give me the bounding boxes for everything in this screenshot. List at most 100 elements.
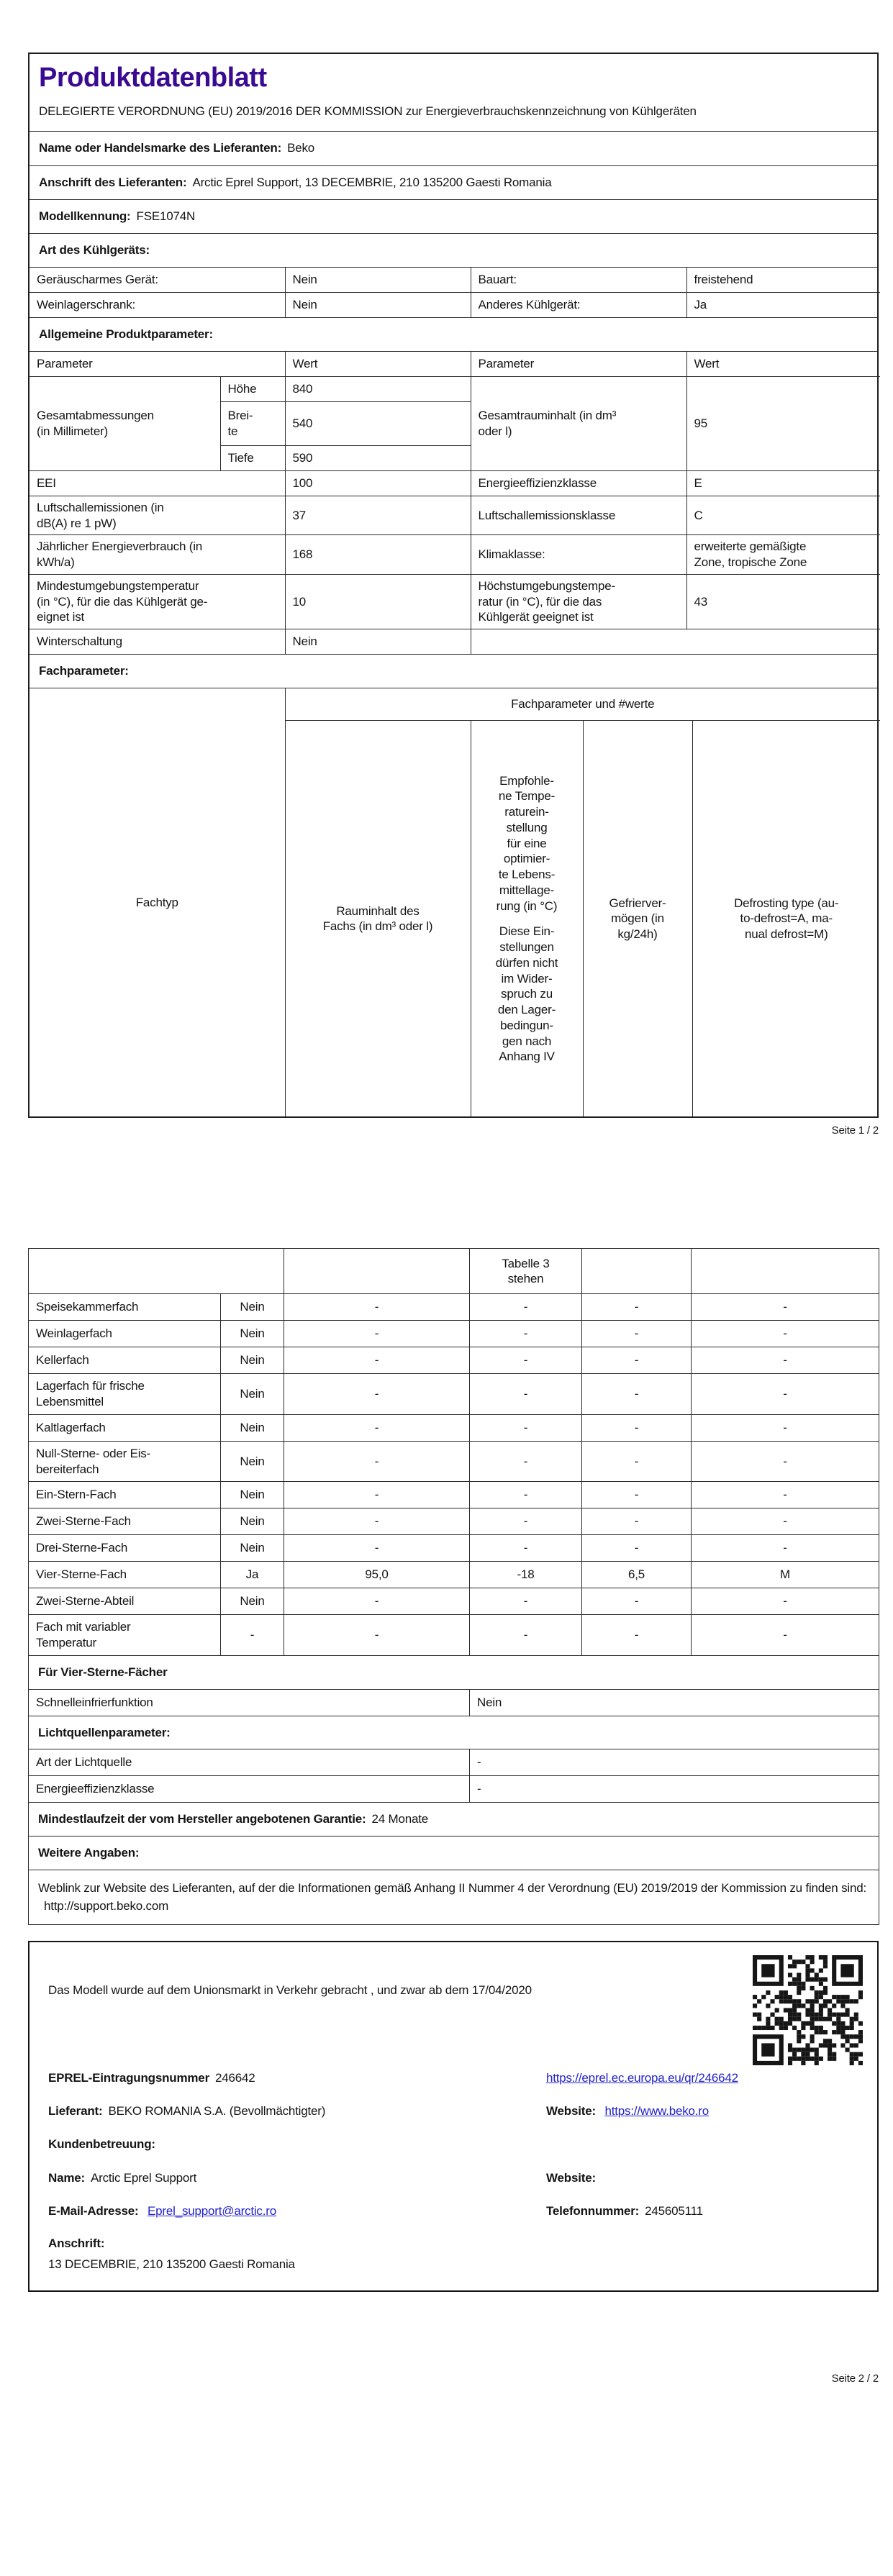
- max-temp-value: 43: [686, 573, 881, 630]
- compartment-row: Kaltlagerfach Nein - - - -: [28, 1414, 879, 1442]
- email-link[interactable]: Eprel_support@arctic.ro: [148, 2203, 276, 2218]
- compartment-temp-setting: -18: [469, 1561, 582, 1589]
- compartment-freeze-capacity: 6,5: [581, 1561, 692, 1589]
- annual-energy-value: 168: [284, 534, 471, 575]
- compartment-volume: 95,0: [284, 1561, 470, 1589]
- compartment-volume: -: [284, 1293, 470, 1321]
- website-row: Website: https://www.beko.ro: [546, 2103, 858, 2118]
- support-website-row: Website:: [546, 2170, 858, 2185]
- compartment-freeze-capacity: -: [581, 1347, 692, 1375]
- max-temp-label: Höchstumgebungstempe- ratur (in °C), für…: [470, 573, 687, 630]
- compartment-freeze-capacity: -: [581, 1534, 692, 1562]
- warranty-value: 24 Monate: [371, 1812, 429, 1826]
- registration-details: EPREL-Eintragungsnummer 246642 https://ep…: [48, 2070, 858, 2218]
- compartment-freeze-capacity: -: [581, 1588, 692, 1616]
- light-class-label: Energieeffizienzklasse: [28, 1775, 470, 1803]
- page-title: Produktdatenblatt: [39, 63, 267, 93]
- climate-class-label: Klimaklasse:: [470, 534, 687, 575]
- weblink-label: Weblink zur Website des Lieferanten, auf…: [38, 1880, 866, 1895]
- compartment-temp-setting: -: [469, 1508, 582, 1536]
- general-parameters-table: Parameter Wert Parameter Wert Gesamtabme…: [29, 351, 881, 655]
- param-col-header-2: Parameter: [470, 351, 687, 377]
- eprel-number-value: 246642: [214, 2070, 255, 2085]
- compartment-header-table-wrap: Fachtyp Fachparameter und #werte Rauminh…: [29, 688, 881, 1117]
- compartment-name: Weinlagerfach: [28, 1320, 221, 1348]
- compartment-section-header: Fachparameter:: [30, 654, 877, 688]
- compartment-volume: -: [284, 1347, 470, 1375]
- supplier-value: BEKO ROMANIA S.A. (Bevollmächtigter): [108, 2104, 326, 2118]
- type-section-header: Art des Kühlgeräts:: [30, 232, 877, 267]
- type-table: Geräuscharmes Gerät: Nein Bauart: freist…: [29, 267, 881, 318]
- compartment-present: Nein: [220, 1440, 284, 1483]
- other-fridge-value: Ja: [686, 291, 881, 318]
- compartment-defrost-type: -: [691, 1481, 879, 1509]
- compartment-freeze-capacity: -: [581, 1481, 692, 1509]
- market-placement-text: Das Modell wurde auf dem Unionsmarkt in …: [48, 1983, 532, 1997]
- eprel-number-label: EPREL-Eintragungsnummer: [48, 2070, 209, 2085]
- compartment-present: Nein: [220, 1414, 284, 1442]
- param-col-header-1: Parameter: [29, 351, 286, 377]
- compartment-temp-setting: -: [469, 1481, 582, 1509]
- more-info-section-header: Weitere Angaben:: [28, 1836, 879, 1870]
- model-value: FSE1074N: [136, 209, 196, 223]
- compartment-row: Null-Sterne- oder Eis- bereiterfach Nein…: [28, 1440, 879, 1483]
- fast-freeze-value: Nein: [469, 1688, 879, 1716]
- eei-value: 100: [284, 470, 471, 496]
- compartment-row: Zwei-Sterne-Fach Nein - - - -: [28, 1508, 879, 1536]
- registration-box: Das Modell wurde auf dem Unionsmarkt in …: [28, 1940, 879, 2292]
- compartment-volume: -: [284, 1373, 470, 1415]
- wine-value: Nein: [284, 291, 471, 318]
- compartment-row: Fach mit variabler Temperatur - - - - -: [28, 1614, 879, 1656]
- compartment-defrost-type: -: [691, 1440, 879, 1483]
- address-label: Anschrift:: [48, 2236, 105, 2251]
- energy-class-value: E: [686, 470, 881, 496]
- general-table-wrap: Parameter Wert Parameter Wert Gesamtabme…: [29, 350, 881, 655]
- supplier-address-row: Anschrift des Lieferanten: Arctic Eprel S…: [30, 165, 877, 199]
- compartment-defrost-type: -: [691, 1293, 879, 1321]
- compartment-present: Nein: [220, 1481, 284, 1509]
- compartment-name: Vier-Sterne-Fach: [28, 1561, 221, 1589]
- compartment-freeze-capacity: -: [581, 1508, 692, 1536]
- website-link[interactable]: https://www.beko.ro: [604, 2104, 710, 2118]
- quiet-value: Nein: [284, 267, 471, 293]
- height-value: 840: [284, 376, 471, 402]
- annual-energy-label: Jährlicher Energieverbrauch (in kWh/a): [29, 534, 286, 575]
- compartment-defrost-type: -: [691, 1588, 879, 1616]
- dimensions-label: Gesamtabmessungen (in Millimeter): [29, 376, 221, 471]
- support-name-label: Name:: [48, 2170, 85, 2185]
- eprel-link[interactable]: https://eprel.ec.europa.eu/qr/246642: [546, 2070, 738, 2085]
- email-label: E-Mail-Adresse:: [48, 2203, 139, 2218]
- min-temp-value: 10: [284, 573, 471, 630]
- page-2-footer: Seite 2 / 2: [831, 2372, 879, 2385]
- compartment-temp-setting: -: [469, 1614, 582, 1656]
- warranty-label: Mindestlaufzeit der vom Hersteller angeb…: [38, 1812, 366, 1826]
- compartment-defrost-type: -: [691, 1347, 879, 1375]
- compartment-volume: -: [284, 1614, 470, 1656]
- compartment-name: Lagerfach für frische Lebensmittel: [28, 1373, 221, 1415]
- compartment-name: Kellerfach: [28, 1347, 221, 1375]
- energy-class-label: Energieeffizienzklasse: [470, 470, 687, 496]
- winter-empty-cell: [470, 629, 881, 655]
- compartment-defrost-type: -: [691, 1414, 879, 1442]
- compartment-volume: -: [284, 1320, 470, 1348]
- compartment-present: Nein: [220, 1508, 284, 1536]
- compartment-present: -: [220, 1614, 284, 1656]
- supplier-address-value: Arctic Eprel Support, 13 DECEMBRIE, 210 …: [192, 175, 552, 189]
- fast-freeze-label: Schnelleinfrierfunktion: [28, 1688, 470, 1716]
- compartment-name: Zwei-Sterne-Abteil: [28, 1588, 221, 1616]
- compartment-volume-col-header: Rauminhalt des Fachs (in dm³ oder l): [284, 720, 471, 1117]
- height-label: Höhe: [219, 376, 286, 402]
- wine-label: Weinlagerschrank:: [29, 291, 286, 318]
- compartment-temp-setting: -: [469, 1293, 582, 1321]
- general-section-header: Allgemeine Produktparameter:: [30, 317, 877, 351]
- page-1-footer: Seite 1 / 2: [831, 1124, 879, 1137]
- design-label: Bauart:: [470, 267, 687, 293]
- compartment-row: Vier-Sterne-Fach Ja 95,0 -18 6,5 M: [28, 1561, 879, 1589]
- compartment-row: Kellerfach Nein - - - -: [28, 1347, 879, 1375]
- compartment-name: Speisekammerfach: [28, 1293, 221, 1321]
- compartment-temp-setting: -: [469, 1440, 582, 1483]
- total-volume-label: Gesamtrauminhalt (in dm³ oder l): [470, 376, 687, 471]
- compartment-name: Drei-Sterne-Fach: [28, 1534, 221, 1562]
- temp-col-text-continued: Tabelle 3 stehen: [469, 1248, 582, 1295]
- compartment-present: Nein: [220, 1534, 284, 1562]
